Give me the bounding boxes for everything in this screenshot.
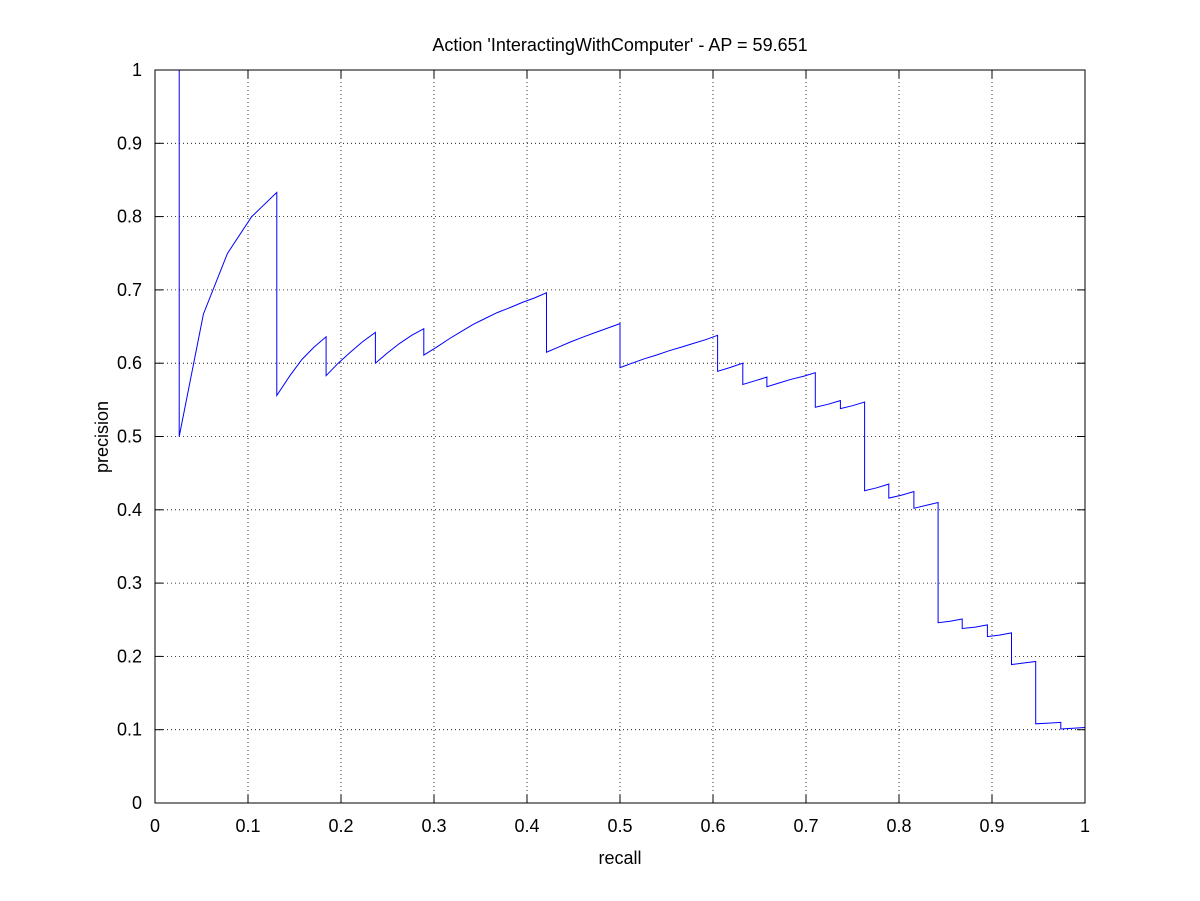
x-tick-label: 0.9 bbox=[979, 816, 1004, 836]
y-tick-label: 0.2 bbox=[117, 646, 142, 666]
y-tick-label: 0.5 bbox=[117, 427, 142, 447]
y-tick-label: 0 bbox=[132, 793, 142, 813]
x-axis-label: recall bbox=[598, 848, 641, 868]
chart-title: Action 'InteractingWithComputer' - AP = … bbox=[432, 35, 807, 55]
series-layer bbox=[178, 70, 1086, 730]
plot-area: 0 0.1 0.2 0.3 0.4 0.5 0.6 0.7 0.8 0.9 1 0 0.1 0.2 0.3 0… bbox=[117, 60, 1090, 836]
x-tick-label: 0.1 bbox=[235, 816, 260, 836]
x-tick-label: 0 bbox=[150, 816, 160, 836]
y-tick-label: 0.3 bbox=[117, 573, 142, 593]
x-tick-label: 0.4 bbox=[514, 816, 539, 836]
x-tick-label: 0.2 bbox=[328, 816, 353, 836]
x-tick-label: 0.8 bbox=[886, 816, 911, 836]
x-tick-label: 0.5 bbox=[607, 816, 632, 836]
x-tick-label: 0.3 bbox=[421, 816, 446, 836]
precision-recall-line bbox=[178, 70, 1086, 730]
y-tick-label: 1 bbox=[132, 60, 142, 80]
y-axis-label: precision bbox=[92, 401, 112, 473]
ticks: 0 0.1 0.2 0.3 0.4 0.5 0.6 0.7 0.8 0.9 1 0 0.1 0.2 0.3 0… bbox=[117, 60, 1090, 836]
y-tick-label: 0.1 bbox=[117, 720, 142, 740]
y-tick-label: 0.8 bbox=[117, 207, 142, 227]
x-tick-label: 0.6 bbox=[700, 816, 725, 836]
x-tick-label: 0.7 bbox=[793, 816, 818, 836]
y-tick-label: 0.7 bbox=[117, 280, 142, 300]
y-tick-label: 0.4 bbox=[117, 500, 142, 520]
x-tick-label: 1 bbox=[1080, 816, 1090, 836]
y-tick-label: 0.9 bbox=[117, 133, 142, 153]
y-tick-label: 0.6 bbox=[117, 353, 142, 373]
